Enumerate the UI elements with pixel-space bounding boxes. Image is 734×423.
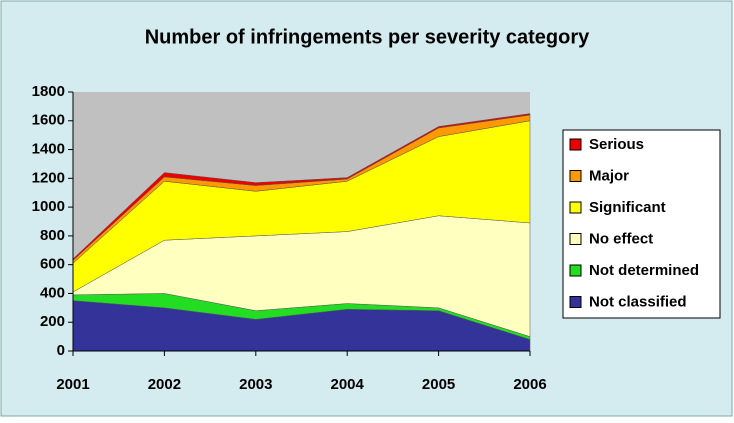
legend-swatch [569, 264, 582, 277]
legend-box [562, 129, 721, 319]
x-tick-label: 2005 [422, 376, 455, 393]
x-tick-label: 2001 [56, 376, 89, 393]
legend-label: Not classified [589, 293, 687, 310]
legend-label: No effect [589, 230, 653, 247]
y-tick-label: 600 [40, 256, 65, 273]
x-tick-label: 2003 [239, 376, 272, 393]
legend-swatch [569, 233, 582, 245]
y-tick-label: 1400 [32, 141, 65, 158]
y-tick-label: 200 [40, 313, 65, 330]
y-tick-label: 800 [40, 227, 65, 244]
x-tick-label: 2006 [513, 376, 546, 393]
legend-label: Serious [589, 136, 644, 153]
x-tick-label: 2004 [331, 376, 365, 393]
y-tick-label: 1600 [32, 112, 65, 129]
y-tick-label: 1000 [32, 198, 65, 215]
y-tick-label: 1200 [32, 169, 65, 186]
x-tick-label: 2002 [148, 376, 181, 393]
legend-swatch [569, 201, 582, 214]
legend-swatch [569, 296, 582, 308]
legend-swatch [569, 170, 582, 182]
legend-label: Major [589, 167, 629, 184]
chart-title: Number of infringements per severity cat… [145, 26, 590, 48]
legend-swatch [569, 138, 582, 151]
y-tick-label: 0 [57, 342, 65, 359]
legend-label: Not determined [589, 262, 699, 279]
y-tick-label: 400 [40, 284, 65, 301]
y-tick-label: 1800 [32, 83, 65, 100]
area [72, 113, 531, 261]
legend-label: Significant [589, 199, 666, 216]
